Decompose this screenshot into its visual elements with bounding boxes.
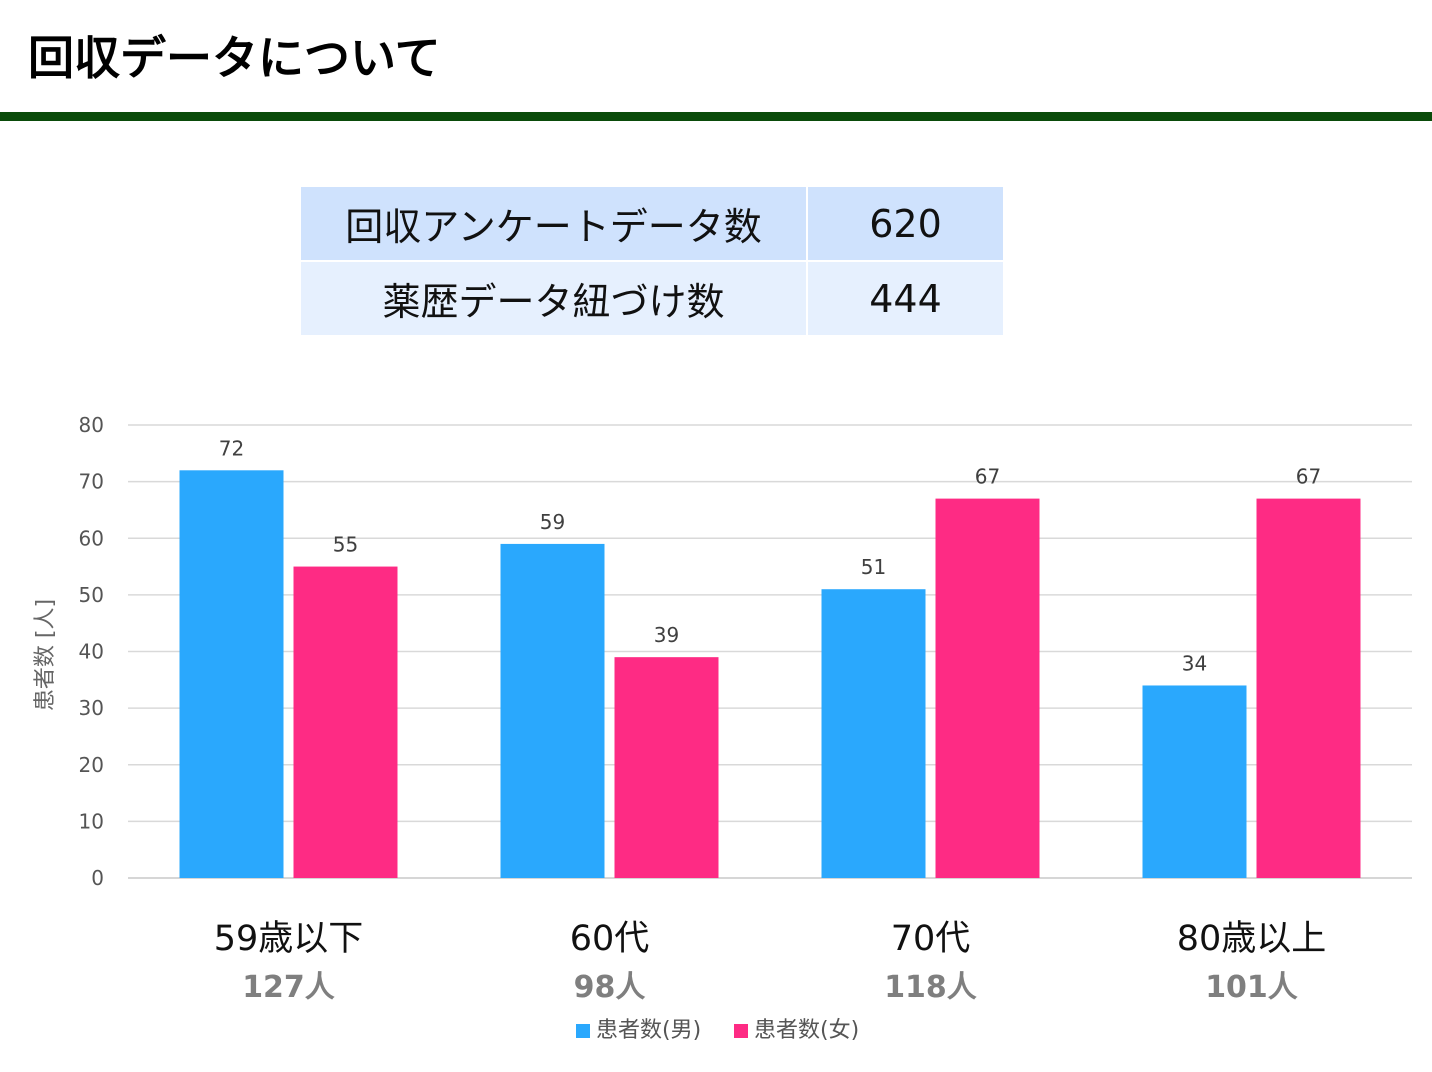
- y-tick-label: 10: [79, 809, 104, 833]
- bar-chart: 0 10 20 30 40 50 60 70 80 患者数 [人] 72 55 59 39 51 67 34…: [33, 413, 1412, 1043]
- data-label: 34: [1182, 651, 1207, 675]
- table-row: 回収アンケートデータ数 620: [299, 185, 1005, 262]
- data-label: 67: [975, 465, 1000, 489]
- bar: [500, 543, 605, 878]
- category-label: 70代: [891, 919, 971, 959]
- y-tick-label: 80: [79, 413, 104, 437]
- data-label: 55: [333, 533, 358, 557]
- y-axis-ticks: 0 10 20 30 40 50 60 70 80: [79, 413, 104, 890]
- data-label: 72: [219, 436, 244, 460]
- y-tick-label: 30: [79, 696, 104, 720]
- summary-label-collected: 回収アンケートデータ数: [299, 185, 808, 262]
- title-divider: [0, 112, 1432, 121]
- y-tick-label: 50: [79, 583, 104, 607]
- x-axis-categories: 59歳以下 127人 60代 98人 70代 118人 80歳以上 101人: [214, 919, 1327, 1005]
- bar: [1142, 685, 1247, 878]
- legend-label: 患者数(男): [596, 1018, 701, 1043]
- summary-label-linked: 薬歴データ紐づけ数: [299, 260, 808, 337]
- bar: [935, 498, 1040, 878]
- legend-swatch: [734, 1024, 748, 1038]
- bar: [614, 657, 719, 878]
- legend: 患者数(男) 患者数(女): [576, 1018, 859, 1043]
- y-axis-label: 患者数 [人]: [33, 599, 58, 711]
- y-tick-label: 70: [79, 470, 104, 494]
- category-label: 60代: [570, 919, 650, 959]
- legend-swatch: [576, 1024, 590, 1038]
- category-label: 80歳以上: [1177, 919, 1327, 959]
- bars: [179, 470, 1361, 878]
- bar: [179, 470, 284, 878]
- summary-value-linked: 444: [806, 260, 1005, 337]
- category-total: 118人: [884, 970, 977, 1005]
- data-label: 39: [654, 623, 679, 647]
- data-label: 51: [861, 555, 886, 579]
- page-title: 回収データについて: [28, 31, 441, 85]
- bar: [293, 566, 398, 878]
- summary-table: 回収アンケートデータ数 620 薬歴データ紐づけ数 444: [299, 185, 1005, 337]
- data-label: 67: [1296, 465, 1321, 489]
- y-tick-label: 60: [79, 526, 104, 550]
- table-row: 薬歴データ紐づけ数 444: [299, 260, 1005, 337]
- data-label: 59: [540, 510, 565, 534]
- y-tick-label: 20: [79, 753, 104, 777]
- bar: [821, 589, 926, 878]
- category-total: 101人: [1205, 970, 1298, 1005]
- y-tick-label: 40: [79, 640, 104, 664]
- category-total: 127人: [242, 970, 335, 1005]
- category-total: 98人: [574, 970, 646, 1005]
- category-label: 59歳以下: [214, 919, 364, 959]
- summary-value-collected: 620: [806, 185, 1005, 262]
- data-labels: 72 55 59 39 51 67 34 67: [219, 436, 1321, 675]
- legend-label: 患者数(女): [754, 1018, 859, 1043]
- y-tick-label: 0: [91, 866, 104, 890]
- bar: [1256, 498, 1361, 878]
